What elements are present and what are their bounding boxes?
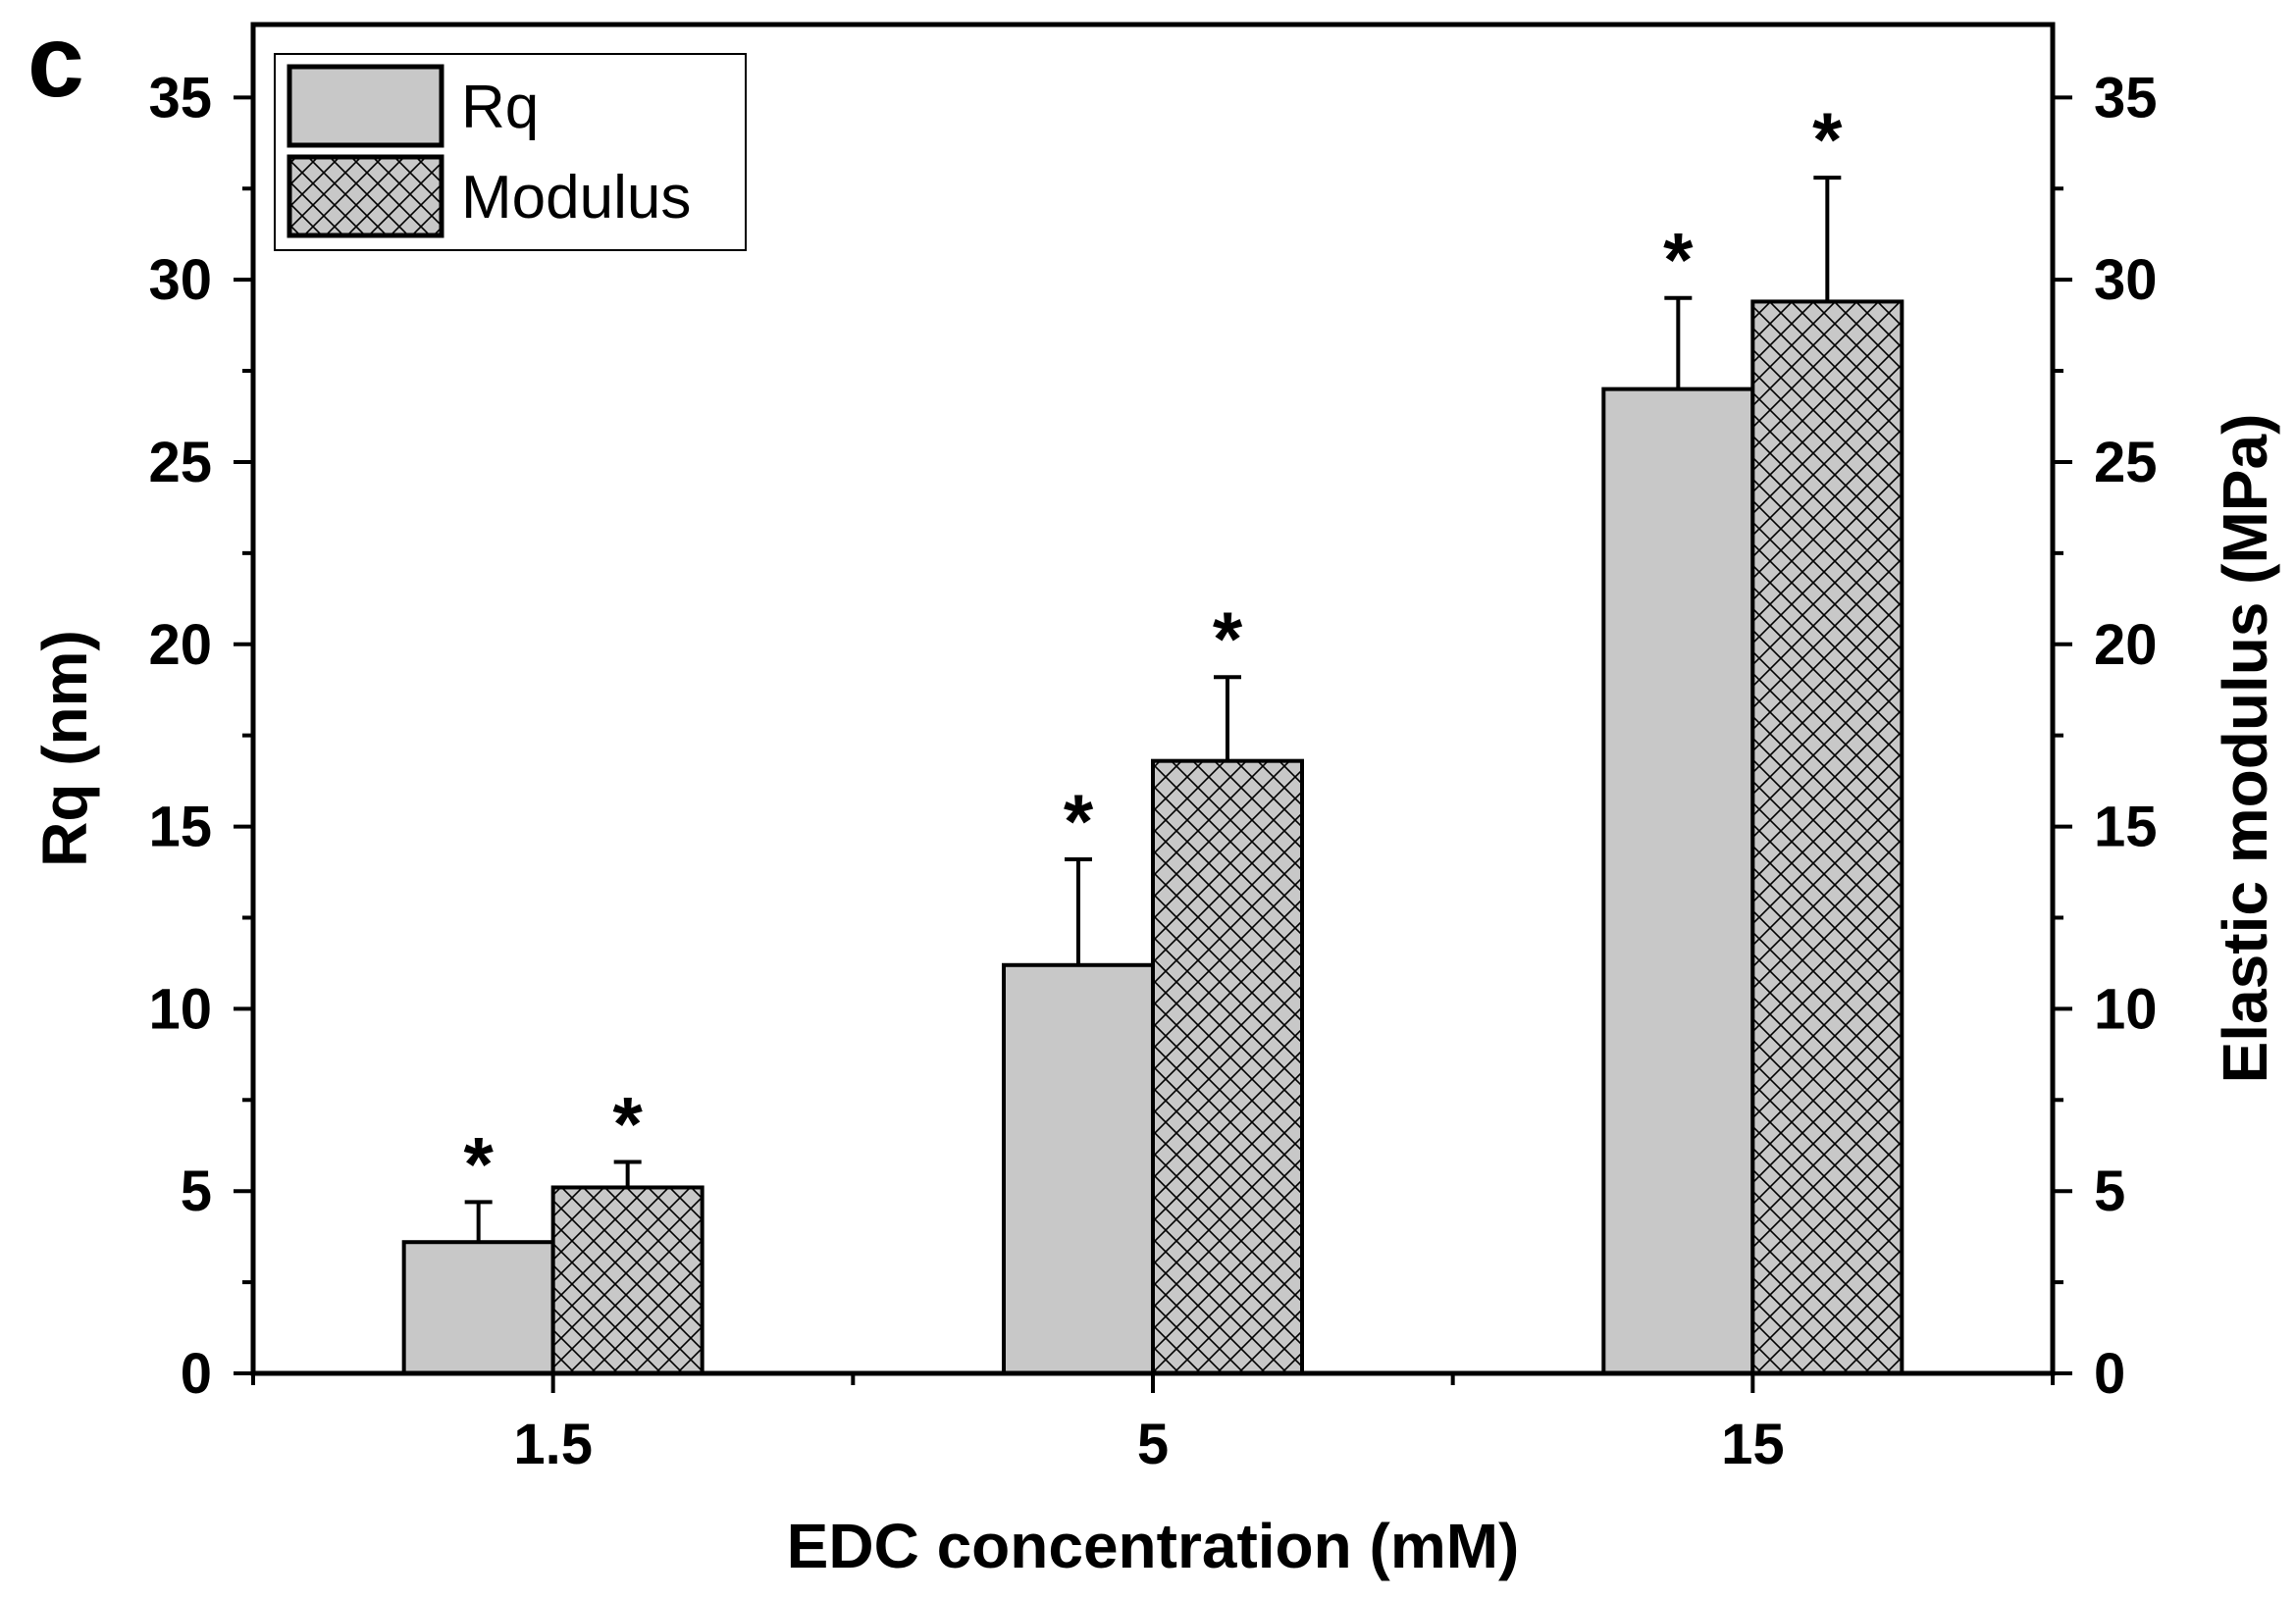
legend-label-rq: Rq <box>461 74 539 141</box>
significance-marker: * <box>1812 96 1843 182</box>
y2-tick-label: 20 <box>2094 613 2158 677</box>
panel-label: c <box>27 5 84 119</box>
y2-tick-label: 10 <box>2094 977 2158 1041</box>
y-tick-label: 5 <box>181 1160 212 1223</box>
bar-rq-5 <box>1002 962 1155 1376</box>
x-tick-label: 5 <box>1137 1413 1169 1476</box>
y-tick-label: 25 <box>148 431 212 494</box>
legend: Rq Modulus <box>274 53 747 251</box>
y2-tick-label: 35 <box>2094 66 2158 129</box>
legend-swatch-modulus <box>287 154 444 238</box>
bar-modulus-5 <box>1151 758 1304 1375</box>
y2-tick-label: 0 <box>2094 1342 2125 1406</box>
bar-rq-15 <box>1601 387 1755 1375</box>
y-tick-label: 10 <box>148 977 212 1041</box>
y-tick-label: 0 <box>181 1342 212 1406</box>
significance-marker: * <box>1064 778 1094 864</box>
x-tick-label: 1.5 <box>513 1413 593 1476</box>
x-axis-title: EDC concentration (mM) <box>787 1511 1520 1581</box>
y2-tick-label: 15 <box>2094 796 2158 859</box>
significance-marker: * <box>1663 217 1694 303</box>
x-tick-label: 15 <box>1721 1413 1785 1476</box>
y2-tick-label: 30 <box>2094 248 2158 312</box>
significance-marker: * <box>612 1080 643 1166</box>
y-tick-label: 15 <box>148 796 212 859</box>
y-tick-label: 30 <box>148 248 212 312</box>
y2-tick-label: 5 <box>2094 1160 2125 1223</box>
bar-rq-1.5 <box>401 1240 555 1375</box>
legend-swatch-rq <box>287 64 444 148</box>
y2-axis-title: Elastic modulus (MPa) <box>2210 414 2280 1084</box>
bar-modulus-15 <box>1750 299 1905 1376</box>
y-axis-title: Rq (nm) <box>29 630 100 867</box>
significance-marker: * <box>463 1120 494 1207</box>
y-tick-label: 35 <box>148 66 212 129</box>
bar-modulus-1.5 <box>550 1185 704 1376</box>
significance-marker: * <box>1213 595 1243 682</box>
y2-tick-label: 25 <box>2094 431 2158 494</box>
legend-label-modulus: Modulus <box>461 164 691 232</box>
y-tick-label: 20 <box>148 613 212 677</box>
